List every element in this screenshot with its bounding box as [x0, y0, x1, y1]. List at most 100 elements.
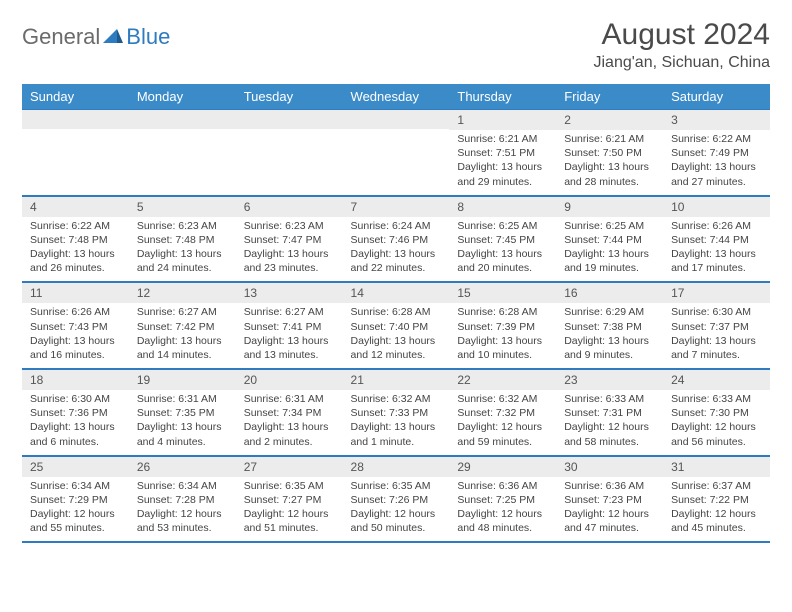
week-row: 1Sunrise: 6:21 AMSunset: 7:51 PMDaylight… [22, 110, 770, 196]
sunset-text: Sunset: 7:38 PM [564, 320, 655, 334]
day-number [236, 110, 343, 129]
day-content: Sunrise: 6:36 AMSunset: 7:25 PMDaylight:… [449, 477, 556, 542]
day-cell: 6Sunrise: 6:23 AMSunset: 7:47 PMDaylight… [236, 196, 343, 283]
sunset-text: Sunset: 7:37 PM [671, 320, 762, 334]
daylight-text: Daylight: 12 hours and 47 minutes. [564, 507, 655, 535]
day-cell: 2Sunrise: 6:21 AMSunset: 7:50 PMDaylight… [556, 110, 663, 196]
sunrise-text: Sunrise: 6:22 AM [30, 219, 121, 233]
day-cell [343, 110, 450, 196]
day-content: Sunrise: 6:24 AMSunset: 7:46 PMDaylight:… [343, 217, 450, 282]
day-content: Sunrise: 6:36 AMSunset: 7:23 PMDaylight:… [556, 477, 663, 542]
day-cell [129, 110, 236, 196]
day-number: 21 [343, 370, 450, 390]
sunset-text: Sunset: 7:27 PM [244, 493, 335, 507]
week-row: 4Sunrise: 6:22 AMSunset: 7:48 PMDaylight… [22, 196, 770, 283]
day-content: Sunrise: 6:32 AMSunset: 7:32 PMDaylight:… [449, 390, 556, 455]
day-number: 7 [343, 197, 450, 217]
day-number: 5 [129, 197, 236, 217]
daylight-text: Daylight: 13 hours and 19 minutes. [564, 247, 655, 275]
daylight-text: Daylight: 13 hours and 13 minutes. [244, 334, 335, 362]
sunset-text: Sunset: 7:49 PM [671, 146, 762, 160]
daylight-text: Daylight: 12 hours and 53 minutes. [137, 507, 228, 535]
sunset-text: Sunset: 7:26 PM [351, 493, 442, 507]
sunrise-text: Sunrise: 6:36 AM [564, 479, 655, 493]
day-content: Sunrise: 6:32 AMSunset: 7:33 PMDaylight:… [343, 390, 450, 455]
sunset-text: Sunset: 7:25 PM [457, 493, 548, 507]
day-cell: 11Sunrise: 6:26 AMSunset: 7:43 PMDayligh… [22, 282, 129, 369]
sunrise-text: Sunrise: 6:23 AM [244, 219, 335, 233]
sunset-text: Sunset: 7:30 PM [671, 406, 762, 420]
sunset-text: Sunset: 7:47 PM [244, 233, 335, 247]
day-number: 28 [343, 457, 450, 477]
logo-text-general: General [22, 24, 100, 50]
day-content [236, 129, 343, 185]
sunrise-text: Sunrise: 6:33 AM [671, 392, 762, 406]
day-cell: 31Sunrise: 6:37 AMSunset: 7:22 PMDayligh… [663, 456, 770, 543]
sunset-text: Sunset: 7:29 PM [30, 493, 121, 507]
day-content: Sunrise: 6:30 AMSunset: 7:37 PMDaylight:… [663, 303, 770, 368]
daylight-text: Daylight: 12 hours and 45 minutes. [671, 507, 762, 535]
day-number: 1 [449, 110, 556, 130]
location: Jiang'an, Sichuan, China [593, 54, 770, 72]
day-content: Sunrise: 6:26 AMSunset: 7:44 PMDaylight:… [663, 217, 770, 282]
daylight-text: Daylight: 13 hours and 6 minutes. [30, 420, 121, 448]
day-header: Tuesday [236, 84, 343, 110]
sunset-text: Sunset: 7:40 PM [351, 320, 442, 334]
day-cell: 10Sunrise: 6:26 AMSunset: 7:44 PMDayligh… [663, 196, 770, 283]
daylight-text: Daylight: 13 hours and 12 minutes. [351, 334, 442, 362]
daylight-text: Daylight: 12 hours and 51 minutes. [244, 507, 335, 535]
sunset-text: Sunset: 7:33 PM [351, 406, 442, 420]
day-cell: 18Sunrise: 6:30 AMSunset: 7:36 PMDayligh… [22, 369, 129, 456]
title-block: August 2024 Jiang'an, Sichuan, China [593, 18, 770, 72]
sunset-text: Sunset: 7:48 PM [137, 233, 228, 247]
day-cell: 25Sunrise: 6:34 AMSunset: 7:29 PMDayligh… [22, 456, 129, 543]
sunrise-text: Sunrise: 6:22 AM [671, 132, 762, 146]
day-content: Sunrise: 6:27 AMSunset: 7:42 PMDaylight:… [129, 303, 236, 368]
day-content: Sunrise: 6:23 AMSunset: 7:47 PMDaylight:… [236, 217, 343, 282]
daylight-text: Daylight: 12 hours and 48 minutes. [457, 507, 548, 535]
day-number: 12 [129, 283, 236, 303]
day-content: Sunrise: 6:33 AMSunset: 7:30 PMDaylight:… [663, 390, 770, 455]
day-number: 14 [343, 283, 450, 303]
daylight-text: Daylight: 12 hours and 56 minutes. [671, 420, 762, 448]
day-cell: 7Sunrise: 6:24 AMSunset: 7:46 PMDaylight… [343, 196, 450, 283]
sunrise-text: Sunrise: 6:23 AM [137, 219, 228, 233]
day-header: Sunday [22, 84, 129, 110]
sunset-text: Sunset: 7:43 PM [30, 320, 121, 334]
daylight-text: Daylight: 13 hours and 2 minutes. [244, 420, 335, 448]
sunset-text: Sunset: 7:23 PM [564, 493, 655, 507]
sunrise-text: Sunrise: 6:32 AM [457, 392, 548, 406]
day-content: Sunrise: 6:30 AMSunset: 7:36 PMDaylight:… [22, 390, 129, 455]
logo: General Blue [22, 18, 170, 50]
daylight-text: Daylight: 12 hours and 50 minutes. [351, 507, 442, 535]
day-cell: 9Sunrise: 6:25 AMSunset: 7:44 PMDaylight… [556, 196, 663, 283]
day-content: Sunrise: 6:29 AMSunset: 7:38 PMDaylight:… [556, 303, 663, 368]
day-cell: 5Sunrise: 6:23 AMSunset: 7:48 PMDaylight… [129, 196, 236, 283]
day-content: Sunrise: 6:31 AMSunset: 7:35 PMDaylight:… [129, 390, 236, 455]
sunrise-text: Sunrise: 6:31 AM [137, 392, 228, 406]
day-content: Sunrise: 6:37 AMSunset: 7:22 PMDaylight:… [663, 477, 770, 542]
daylight-text: Daylight: 13 hours and 9 minutes. [564, 334, 655, 362]
sunrise-text: Sunrise: 6:31 AM [244, 392, 335, 406]
sunset-text: Sunset: 7:41 PM [244, 320, 335, 334]
sunset-text: Sunset: 7:22 PM [671, 493, 762, 507]
logo-text-blue: Blue [126, 24, 170, 50]
day-content: Sunrise: 6:21 AMSunset: 7:50 PMDaylight:… [556, 130, 663, 195]
day-content: Sunrise: 6:35 AMSunset: 7:26 PMDaylight:… [343, 477, 450, 542]
day-header: Monday [129, 84, 236, 110]
sunset-text: Sunset: 7:39 PM [457, 320, 548, 334]
sunrise-text: Sunrise: 6:26 AM [30, 305, 121, 319]
day-cell: 17Sunrise: 6:30 AMSunset: 7:37 PMDayligh… [663, 282, 770, 369]
week-row: 18Sunrise: 6:30 AMSunset: 7:36 PMDayligh… [22, 369, 770, 456]
day-cell: 24Sunrise: 6:33 AMSunset: 7:30 PMDayligh… [663, 369, 770, 456]
day-content: Sunrise: 6:34 AMSunset: 7:28 PMDaylight:… [129, 477, 236, 542]
sunset-text: Sunset: 7:42 PM [137, 320, 228, 334]
day-content: Sunrise: 6:25 AMSunset: 7:44 PMDaylight:… [556, 217, 663, 282]
daylight-text: Daylight: 13 hours and 23 minutes. [244, 247, 335, 275]
day-content: Sunrise: 6:26 AMSunset: 7:43 PMDaylight:… [22, 303, 129, 368]
daylight-text: Daylight: 12 hours and 58 minutes. [564, 420, 655, 448]
day-content [22, 129, 129, 185]
daylight-text: Daylight: 12 hours and 59 minutes. [457, 420, 548, 448]
day-cell [236, 110, 343, 196]
sunrise-text: Sunrise: 6:34 AM [30, 479, 121, 493]
